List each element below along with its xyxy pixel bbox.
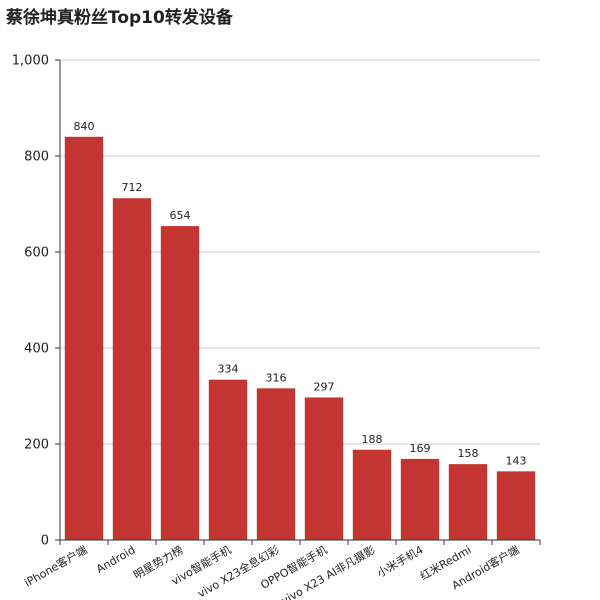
data-label-1: 712	[122, 181, 143, 194]
bar-9	[496, 471, 536, 540]
y-tick-label-200: 200	[24, 438, 49, 453]
bar-3	[208, 379, 248, 540]
x-tick-label-7: 小米手机4	[374, 542, 425, 580]
bar-4	[256, 388, 296, 540]
data-label-5: 297	[314, 380, 335, 393]
x-tick-label-4: vivo X23全息幻彩	[195, 542, 282, 600]
y-tick-label-0: 0	[41, 534, 49, 549]
bar-7	[400, 458, 440, 540]
chart-title: 蔡徐坤真粉丝Top10转发设备	[6, 8, 233, 28]
bar-1	[112, 198, 152, 541]
bar-5	[304, 397, 344, 540]
y-tick-label-800: 800	[24, 150, 49, 165]
data-label-8: 158	[458, 447, 479, 460]
data-label-9: 143	[506, 454, 527, 467]
y-tick-label-400: 400	[24, 342, 49, 357]
data-label-3: 334	[218, 363, 239, 376]
bar-8	[448, 464, 488, 540]
bar-2	[160, 226, 200, 540]
data-label-7: 169	[410, 442, 431, 455]
x-tick-label-0: iPhone客户端	[22, 542, 90, 589]
data-label-4: 316	[266, 371, 287, 384]
bar-6	[352, 449, 392, 540]
data-label-6: 188	[362, 433, 383, 446]
data-label-2: 654	[170, 209, 191, 222]
data-label-0: 840	[74, 120, 95, 133]
y-tick-label-600: 600	[24, 246, 49, 261]
bar-0	[64, 136, 104, 541]
y-tick-label-1000: 1,000	[12, 54, 49, 69]
